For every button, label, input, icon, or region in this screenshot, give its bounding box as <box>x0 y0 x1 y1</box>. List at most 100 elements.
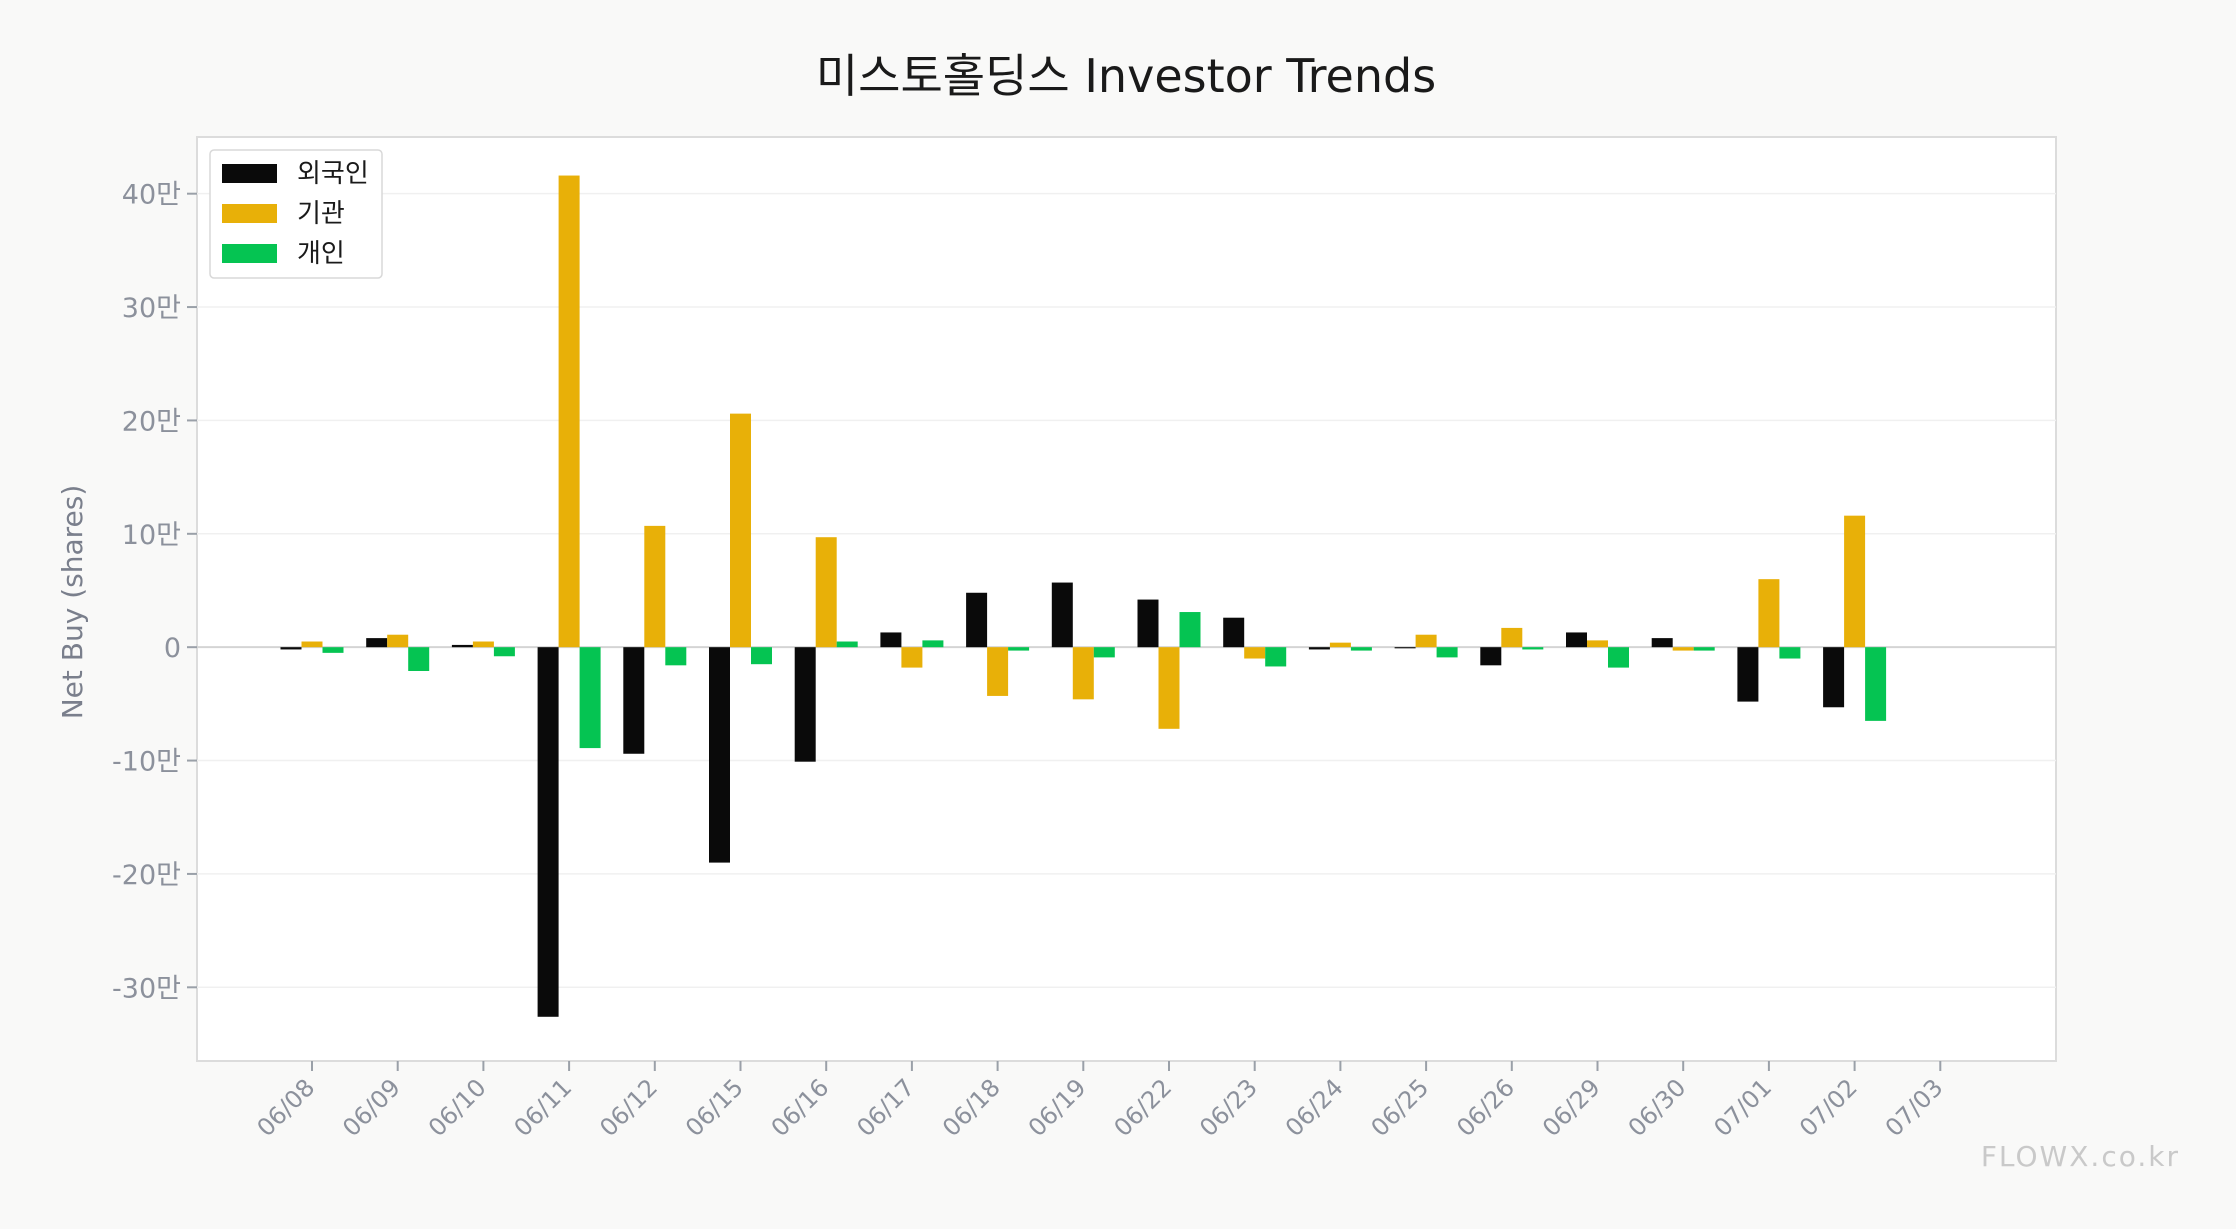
bar-기관-06/19 <box>1072 647 1094 700</box>
x-tick-label: 06/25 <box>1366 1073 1435 1142</box>
bar-개인-06/09 <box>408 647 430 671</box>
x-tick-label: 06/23 <box>1194 1073 1263 1142</box>
x-tick-label: 06/10 <box>423 1073 492 1142</box>
legend-label-외국인: 외국인 <box>297 159 369 189</box>
bar-개인-06/22 <box>1179 612 1201 648</box>
bar-외국인-07/01 <box>1737 647 1759 702</box>
bar-개인-06/15 <box>751 647 772 665</box>
x-tick-label: 06/09 <box>337 1073 406 1142</box>
bar-개인-06/12 <box>665 647 687 666</box>
x-tick-label: 06/12 <box>594 1073 663 1142</box>
bar-외국인-06/17 <box>880 632 902 648</box>
bar-개인-06/10 <box>493 647 515 657</box>
bar-개인-06/30 <box>1693 647 1715 651</box>
plot-area <box>196 136 2057 1062</box>
x-tick-label: 06/22 <box>1109 1073 1178 1142</box>
legend-label-개인: 개인 <box>297 239 345 269</box>
bar-개인-06/19 <box>1093 647 1115 658</box>
bar-기관-07/01 <box>1758 579 1780 648</box>
bar-기관-06/26 <box>1501 627 1523 648</box>
bar-외국인-06/19 <box>1051 582 1073 648</box>
bar-외국인-06/29 <box>1566 632 1587 648</box>
bar-기관-06/12 <box>644 525 666 648</box>
bar-외국인-06/30 <box>1651 638 1673 648</box>
bar-외국인-06/11 <box>537 647 559 1017</box>
y-tick-label: -20만 <box>112 860 181 891</box>
x-tick-label: 07/02 <box>1794 1073 1863 1142</box>
bar-개인-06/25 <box>1436 647 1458 658</box>
x-tick-label: 06/08 <box>252 1073 321 1142</box>
bar-개인-06/26 <box>1522 647 1544 650</box>
x-tick-label: 07/03 <box>1880 1073 1949 1142</box>
bar-개인-07/01 <box>1779 647 1801 659</box>
bar-외국인-06/26 <box>1480 647 1502 666</box>
x-tick-label: 07/01 <box>1708 1073 1777 1142</box>
chart-title: 미스토홀딩스 Investor Trends <box>816 49 1436 103</box>
bars <box>280 175 1887 1017</box>
x-tick-label: 06/30 <box>1623 1073 1692 1142</box>
x-tick-label: 06/15 <box>680 1073 749 1142</box>
x-tick-label: 06/29 <box>1537 1073 1606 1142</box>
y-tick-label: 30만 <box>122 293 181 324</box>
y-tick-label: 10만 <box>122 520 181 551</box>
bar-기관-06/29 <box>1587 640 1608 648</box>
bar-기관-06/08 <box>301 641 323 648</box>
legend-swatch-개인 <box>222 244 277 263</box>
bar-개인-06/16 <box>836 641 858 648</box>
bar-외국인-06/15 <box>709 647 730 863</box>
y-axis-label: Net Buy (shares) <box>56 485 89 720</box>
bar-기관-06/10 <box>472 641 494 648</box>
bar-개인-06/24 <box>1350 647 1372 651</box>
bar-개인-07/02 <box>1865 647 1887 721</box>
x-tick-label: 06/18 <box>937 1073 1006 1142</box>
bar-외국인-06/22 <box>1137 599 1159 648</box>
bar-외국인-06/24 <box>1308 647 1330 650</box>
bar-기관-06/15 <box>730 413 751 648</box>
bar-기관-06/24 <box>1329 642 1351 648</box>
y-tick-label: 0 <box>164 633 181 664</box>
watermark: FLOWX.co.kr <box>1980 1140 2180 1173</box>
bar-기관-06/23 <box>1244 647 1266 659</box>
bar-개인-06/23 <box>1265 647 1287 667</box>
bar-개인-06/11 <box>579 647 601 749</box>
legend-swatch-외국인 <box>222 164 277 183</box>
bar-기관-06/30 <box>1672 647 1694 651</box>
bar-외국인-06/25 <box>1394 647 1416 649</box>
bar-개인-06/08 <box>322 647 344 653</box>
x-tick-label: 06/16 <box>766 1073 835 1142</box>
bar-기관-06/25 <box>1415 634 1437 648</box>
bar-외국인-07/02 <box>1823 647 1845 708</box>
bar-기관-06/11 <box>558 175 580 648</box>
bar-외국인-06/18 <box>966 592 988 648</box>
bar-기관-07/02 <box>1844 515 1866 648</box>
bar-개인-06/18 <box>1008 647 1030 651</box>
bar-기관-06/17 <box>901 647 923 668</box>
x-axis: 06/08 06/09 06/10 06/11 06/12 06/15 06/16 06/17… <box>252 1061 1949 1142</box>
x-tick-label: 06/11 <box>509 1073 578 1142</box>
x-tick-label: 06/17 <box>851 1073 920 1142</box>
bar-기관-06/22 <box>1158 647 1180 729</box>
bar-기관-06/09 <box>387 634 409 648</box>
legend-label-기관: 기관 <box>297 199 345 229</box>
bar-외국인-06/23 <box>1223 617 1245 648</box>
x-tick-label: 06/26 <box>1451 1073 1520 1142</box>
y-tick-label: 20만 <box>122 406 181 437</box>
bar-외국인-06/16 <box>794 647 816 762</box>
bar-개인-06/29 <box>1608 647 1629 668</box>
x-tick-label: 06/19 <box>1023 1073 1092 1142</box>
bar-외국인-06/08 <box>280 647 302 650</box>
y-axis: 40만 30만 20만 10만 0 -10만 -20만 -30만 <box>112 180 197 1004</box>
legend-swatch-기관 <box>222 204 277 223</box>
bar-개인-06/17 <box>922 640 944 648</box>
x-tick-label: 06/24 <box>1280 1073 1349 1142</box>
y-tick-label: 40만 <box>122 180 181 211</box>
bar-외국인-06/10 <box>451 644 473 648</box>
y-tick-label: -30만 <box>112 973 181 1004</box>
bar-기관-06/16 <box>815 537 837 648</box>
bar-기관-06/18 <box>987 647 1009 696</box>
bar-외국인-06/12 <box>623 647 645 754</box>
y-tick-label: -10만 <box>112 747 181 778</box>
